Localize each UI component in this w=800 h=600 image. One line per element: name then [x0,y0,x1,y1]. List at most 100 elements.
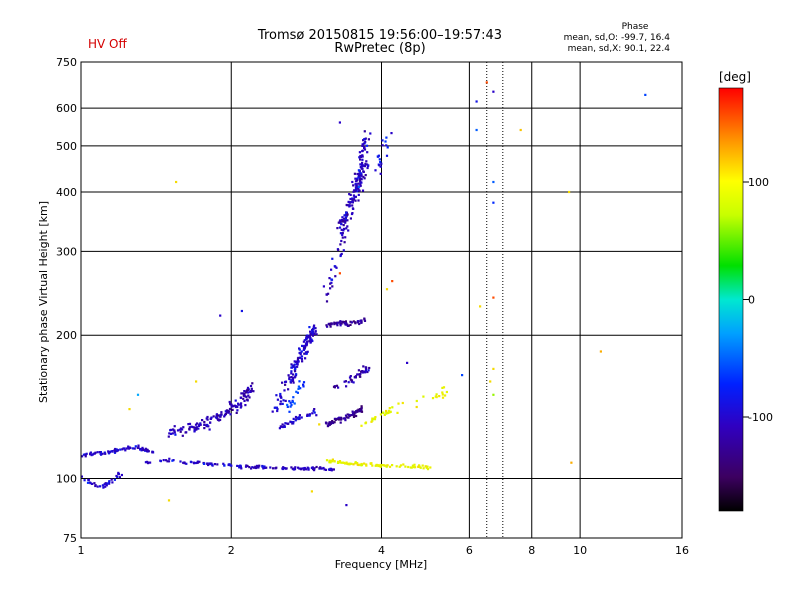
data-point [212,415,215,418]
data-point [354,186,357,189]
data-point [96,451,99,454]
data-point [386,464,389,467]
data-point [245,389,249,392]
data-point [290,363,293,366]
y-tick-label: 400 [56,186,77,199]
data-point [360,424,363,427]
data-point [299,387,302,390]
data-point [338,272,341,275]
data-point [344,218,347,221]
data-point [223,415,226,418]
data-point [245,464,248,467]
data-point [417,465,420,468]
scatter-points [81,81,647,507]
data-point [105,484,108,487]
data-point [359,373,362,376]
data-point [342,229,345,232]
data-point [251,466,254,469]
data-point [333,321,336,324]
data-point [183,462,186,465]
data-point [330,421,334,424]
data-point [127,445,130,448]
data-point [151,451,154,454]
data-point [179,460,182,463]
data-point [344,419,347,422]
data-point [298,467,301,470]
data-point [358,151,361,154]
data-point [339,421,342,424]
data-point [210,462,213,465]
data-point [298,351,301,355]
data-point [202,462,206,465]
data-point [284,467,287,470]
data-point [254,465,257,468]
data-point [404,465,407,468]
data-point [364,422,367,425]
data-point [276,409,279,413]
data-point [91,453,94,456]
data-point [357,373,360,376]
data-point [279,403,282,406]
data-point [240,402,243,405]
data-point [84,453,87,456]
chart-title: Tromsø 20150815 19:56:00–19:57:43 [257,28,503,43]
data-point [352,194,355,197]
data-point [220,413,223,416]
data-point [359,163,362,166]
data-point [348,201,351,204]
data-point [374,464,377,467]
data-point [355,189,358,192]
data-point [362,365,365,368]
data-point [385,465,388,468]
data-point [344,380,347,383]
phase-title: Phase [621,22,649,32]
data-point [358,156,361,159]
data-point [352,415,356,418]
data-point [385,411,388,414]
data-point [330,268,333,271]
data-point [141,446,144,449]
data-point [118,476,121,479]
data-point [376,464,380,467]
data-point [294,415,298,419]
data-point [195,426,198,429]
data-point [171,432,174,435]
data-point [352,411,355,414]
data-point [343,227,346,230]
data-point [354,177,357,180]
data-point [343,461,346,464]
data-point [296,391,299,394]
data-point [128,408,131,411]
data-point [332,385,336,388]
data-point [290,466,293,469]
data-point [357,409,360,412]
data-point [289,401,292,404]
data-point [335,417,338,421]
data-point [236,409,239,412]
y-tick-label: 500 [56,140,77,153]
data-point [331,468,334,471]
data-point [291,379,295,382]
data-point [313,469,316,472]
data-point [343,241,346,244]
data-point [108,482,111,485]
data-point [194,423,198,426]
data-point [328,459,332,462]
data-point [314,330,317,333]
data-point [237,402,240,405]
data-point [354,183,357,186]
data-point [308,414,311,417]
data-point [294,367,297,370]
data-point [350,379,354,382]
plot-frame [80,61,683,539]
data-point [421,464,424,467]
data-point [230,405,233,408]
data-point [247,391,250,394]
data-point [283,424,286,427]
data-point [367,164,370,167]
data-point [292,364,295,367]
data-point [361,144,364,147]
data-point [245,398,248,401]
data-point [305,344,308,347]
